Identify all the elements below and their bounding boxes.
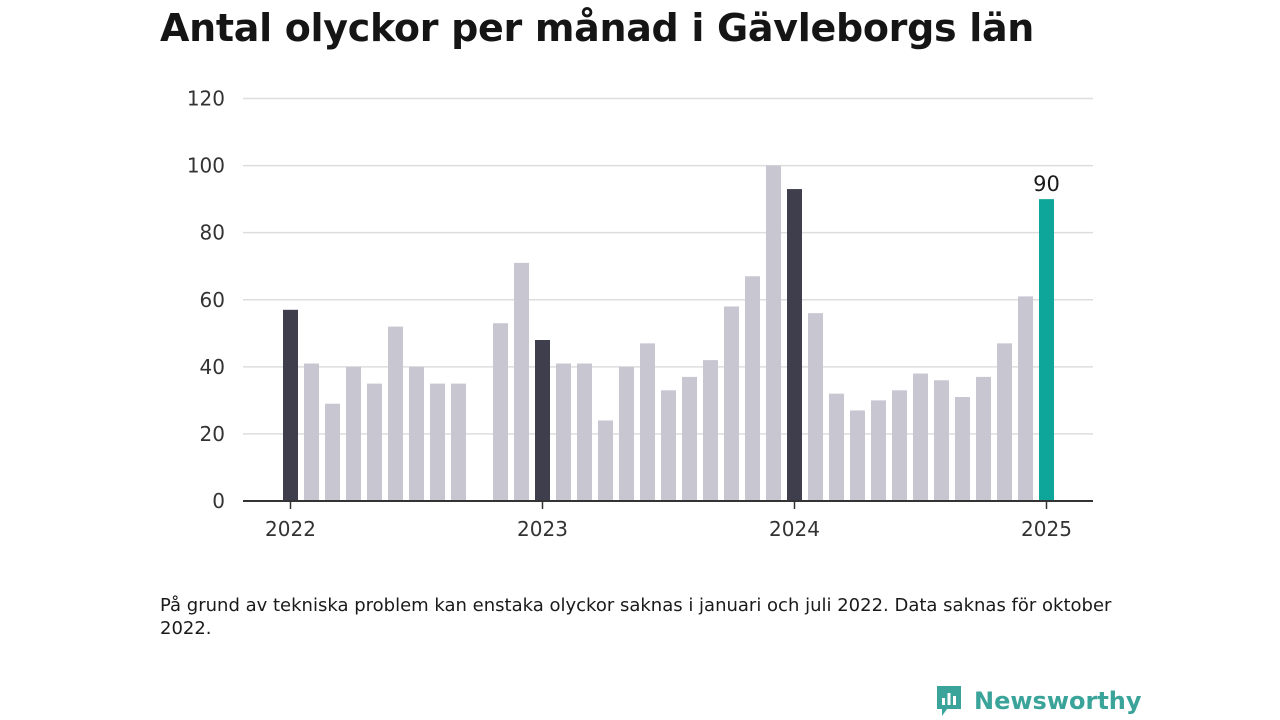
bar xyxy=(430,383,445,501)
y-tick-label: 100 xyxy=(187,154,225,178)
x-tick-label: 2024 xyxy=(769,517,820,541)
bar xyxy=(493,323,508,501)
gridlines xyxy=(243,97,1093,435)
bar xyxy=(787,189,802,501)
y-tick-label: 80 xyxy=(200,221,225,245)
bar xyxy=(850,410,865,501)
bars xyxy=(283,165,1054,502)
bar xyxy=(661,390,676,501)
bar xyxy=(556,363,571,501)
bar xyxy=(997,343,1012,501)
bar xyxy=(703,360,718,501)
y-tick-label: 0 xyxy=(212,489,225,513)
x-tick-label: 2022 xyxy=(265,517,316,541)
bar xyxy=(577,363,592,501)
bar xyxy=(640,343,655,501)
bar-chart: 0 20 40 60 80 100 120 2022 2023 2024 2025 90 xyxy=(187,87,1093,541)
brand-logo[interactable]: Newsworthy xyxy=(934,683,1142,719)
bar xyxy=(829,393,844,501)
y-tick-label: 120 xyxy=(187,87,225,111)
bar xyxy=(976,376,991,501)
bar xyxy=(724,306,739,501)
bar xyxy=(367,383,382,501)
bar xyxy=(1039,199,1054,501)
footnote: På grund av tekniska problem kan enstaka… xyxy=(160,595,1112,639)
bar xyxy=(325,403,340,501)
bar xyxy=(304,363,319,501)
bar xyxy=(955,397,970,501)
x-tick-label: 2025 xyxy=(1021,517,1072,541)
brand-name: Newsworthy xyxy=(974,687,1142,715)
bar xyxy=(766,165,781,502)
bar xyxy=(283,309,298,501)
y-tick-label: 40 xyxy=(200,355,225,379)
data-labels: 90 xyxy=(1033,172,1060,196)
bar xyxy=(388,326,403,501)
bar xyxy=(892,390,907,501)
bar xyxy=(451,383,466,501)
newsworthy-bar-logo-icon xyxy=(937,686,961,716)
bar xyxy=(1018,296,1033,501)
bar xyxy=(808,313,823,501)
y-tick-label: 60 xyxy=(200,288,225,312)
bar xyxy=(535,340,550,501)
bar xyxy=(934,380,949,501)
y-axis-ticks: 0 20 40 60 80 100 120 xyxy=(187,87,225,514)
bar xyxy=(346,366,361,501)
x-tick-label: 2023 xyxy=(517,517,568,541)
bar xyxy=(682,376,697,501)
y-tick-label: 20 xyxy=(200,422,225,446)
bar xyxy=(409,366,424,501)
bar xyxy=(745,276,760,501)
value-label-latest: 90 xyxy=(1033,172,1060,196)
bar xyxy=(913,373,928,501)
bar xyxy=(514,262,529,501)
chart-title: Antal olyckor per månad i Gävleborgs län xyxy=(160,6,1035,50)
x-axis: 2022 2023 2024 2025 xyxy=(243,500,1093,541)
bar xyxy=(871,400,886,501)
bar xyxy=(598,420,613,501)
bar xyxy=(619,366,634,501)
